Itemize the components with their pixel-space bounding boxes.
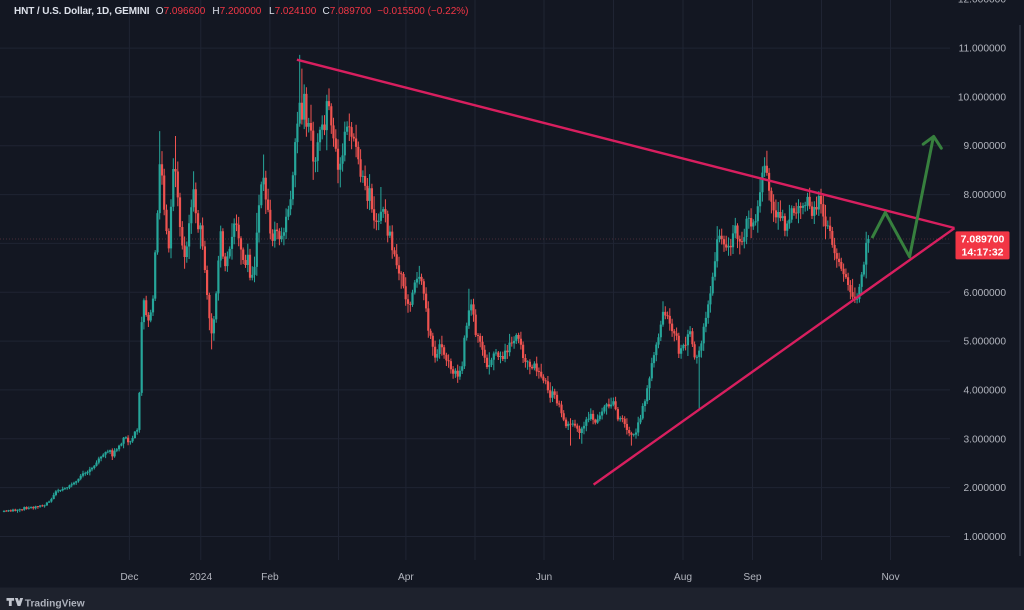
svg-text:5.000000: 5.000000 bbox=[964, 337, 1007, 348]
svg-text:6.000000: 6.000000 bbox=[964, 288, 1007, 299]
svg-text:8.000000: 8.000000 bbox=[964, 190, 1007, 201]
svg-text:L7.024100: L7.024100 bbox=[269, 6, 317, 17]
svg-text:HNT / U.S. Dollar, 1D, GEMINI: HNT / U.S. Dollar, 1D, GEMINI bbox=[14, 6, 150, 17]
svg-text:H7.200000: H7.200000 bbox=[212, 6, 261, 17]
svg-text:11.000000: 11.000000 bbox=[959, 44, 1007, 55]
svg-text:Aug: Aug bbox=[674, 572, 692, 583]
svg-text:2.000000: 2.000000 bbox=[964, 483, 1007, 494]
svg-text:TradingView: TradingView bbox=[25, 599, 85, 610]
svg-text:−0.015500 (−0.22%): −0.015500 (−0.22%) bbox=[377, 6, 468, 17]
svg-text:Sep: Sep bbox=[743, 572, 761, 583]
svg-text:Jun: Jun bbox=[536, 572, 552, 583]
svg-text:14:17:32: 14:17:32 bbox=[961, 247, 1003, 259]
svg-text:Nov: Nov bbox=[881, 572, 900, 583]
svg-text:1.000000: 1.000000 bbox=[964, 532, 1007, 543]
svg-text:O7.096600: O7.096600 bbox=[156, 6, 206, 17]
svg-text:Feb: Feb bbox=[261, 572, 279, 583]
svg-text:C7.089700: C7.089700 bbox=[323, 6, 372, 17]
svg-text:12.000000: 12.000000 bbox=[958, 0, 1006, 6]
svg-text:2024: 2024 bbox=[189, 572, 212, 583]
svg-text:Dec: Dec bbox=[120, 572, 138, 583]
svg-text:3.000000: 3.000000 bbox=[964, 434, 1007, 445]
svg-text:10.000000: 10.000000 bbox=[958, 92, 1006, 103]
svg-text:7.089700: 7.089700 bbox=[961, 234, 1005, 246]
svg-text:Apr: Apr bbox=[398, 572, 414, 583]
svg-text:4.000000: 4.000000 bbox=[964, 385, 1007, 396]
svg-text:9.000000: 9.000000 bbox=[964, 141, 1007, 152]
